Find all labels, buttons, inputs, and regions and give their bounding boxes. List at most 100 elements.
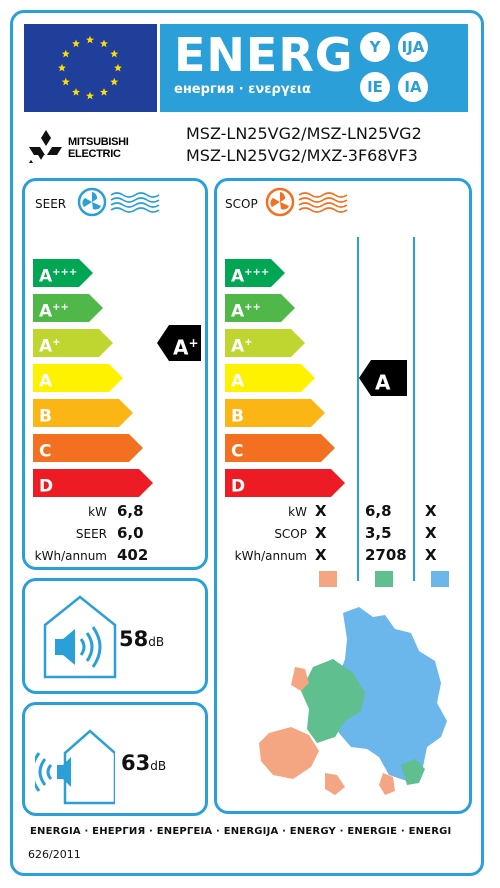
- lang-suffix-ia: IA: [398, 72, 428, 102]
- cooling-scale-letter: B: [39, 406, 52, 427]
- cooling-scale-plus: +: [52, 337, 61, 348]
- heating-scale-letter: C: [231, 441, 244, 462]
- indoor-noise-value: 58dB: [119, 627, 164, 651]
- heating-fan-icon: [265, 187, 348, 217]
- heating-kw-cold: X: [315, 502, 327, 520]
- cooling-rating-arrow: A+: [157, 325, 201, 361]
- eu-star: [72, 39, 80, 48]
- lang-suffix-ija: IJA: [398, 32, 428, 62]
- cooling-panel: SEER A+++ A++ A+ A B C D A+ kW 6,8 SEER 6,0 kW…: [22, 178, 208, 570]
- cooling-seer-label: SEER: [75, 527, 107, 541]
- heating-rating-letter: A: [375, 370, 391, 395]
- model-line1: MSZ-LN25VG2/MSZ-LN25VG2: [186, 124, 422, 143]
- energy-subtitle: енергия · ενεργεια: [174, 82, 311, 97]
- brand-line2: ELECTRIC: [68, 148, 121, 160]
- heating-kwh-average: 2708: [365, 546, 407, 564]
- heating-scale-6: C: [225, 434, 335, 462]
- heating-kw-label: kW: [288, 505, 307, 519]
- eu-star: [86, 35, 94, 44]
- heating-scale-3: A+: [225, 329, 305, 357]
- cooling-scale-plus: ++: [52, 302, 69, 313]
- heating-scale-1: A+++: [225, 259, 285, 287]
- mitsubishi-diamonds-icon: [28, 130, 62, 163]
- lang-suffix-y: Y: [360, 32, 390, 62]
- heating-scop-average: 3,5: [365, 524, 392, 542]
- outdoor-db-number: 63: [121, 751, 151, 775]
- cooling-scale-6: C: [33, 434, 143, 462]
- cooling-seer-value: 6,0: [117, 524, 144, 542]
- outdoor-noise-value: 63dB: [121, 751, 166, 775]
- cooling-scale-4: A: [33, 364, 123, 392]
- heating-scale-plus: ++: [244, 302, 261, 313]
- cooling-scale-plus: +++: [52, 267, 78, 278]
- indoor-db-number: 58: [119, 627, 149, 651]
- cooling-scale-1: A+++: [33, 259, 93, 287]
- model-line2: MSZ-LN25VG2/MXZ-3F68VF3: [186, 146, 418, 165]
- indoor-noise-panel: 58dB: [22, 578, 208, 694]
- indoor-db-unit: dB: [148, 635, 165, 649]
- footer-languages: ENERGIA · ЕНЕРГИЯ · ΕΝΕΡΓΕΙΑ · ENERGIJA …: [30, 826, 452, 837]
- zone-cold-swatch: [319, 571, 337, 587]
- energy-header: ENERG енергия · ενεργεια Y IJA IE IA: [160, 24, 468, 112]
- heating-kwh-label: kWh/annum: [234, 549, 307, 563]
- eu-star: [100, 39, 108, 48]
- outdoor-speaker-icon: [35, 729, 115, 805]
- heating-scale-letter: B: [231, 406, 244, 427]
- heating-scop-warm: X: [425, 524, 437, 542]
- zone-divider-2: [413, 237, 415, 581]
- outdoor-db-unit: dB: [150, 759, 167, 773]
- heating-scale-letter: A: [231, 371, 245, 392]
- heating-scale-plus: +: [244, 337, 253, 348]
- cooling-scale-letter: A: [39, 336, 53, 357]
- cooling-scale-letter: D: [39, 476, 54, 497]
- eu-star: [86, 91, 94, 100]
- cooling-scale-2: A++: [33, 294, 103, 322]
- heating-rating-arrow: A: [359, 360, 407, 396]
- zone-average-swatch: [375, 571, 393, 587]
- seer-title: SEER: [35, 197, 67, 211]
- heating-scop-label: SCOP: [274, 527, 307, 541]
- eu-flag: [24, 24, 157, 112]
- cooling-scale-letter: A: [39, 371, 53, 392]
- label-frame: [10, 10, 484, 876]
- eu-star: [58, 63, 66, 72]
- heating-scale-letter: A: [231, 336, 245, 357]
- cooling-scale-letter: C: [39, 441, 52, 462]
- heating-kw-warm: X: [425, 502, 437, 520]
- heating-scale-plus: +++: [244, 267, 270, 278]
- indoor-speaker-icon: [43, 595, 117, 679]
- outdoor-noise-panel: 63dB: [22, 702, 208, 816]
- eu-star: [110, 49, 119, 58]
- heating-scale-letter: A: [231, 266, 245, 287]
- heating-panel: SCOP A+++ A++ A+ A B C D A kW X 6,8 X SCOP X 3…: [214, 178, 472, 814]
- scop-title: SCOP: [225, 197, 258, 211]
- eu-star: [110, 77, 119, 86]
- eu-star: [114, 63, 122, 72]
- zone-divider-1: [357, 237, 359, 581]
- cooling-scale-7: D: [33, 469, 153, 497]
- supplier-brand: MITSUBISHI ELECTRIC: [28, 128, 168, 168]
- lang-suffix-ie: IE: [360, 72, 390, 102]
- cooling-scale-letter: A: [39, 301, 53, 322]
- heating-scale-letter: A: [231, 301, 245, 322]
- cooling-kw-value: 6,8: [117, 502, 144, 520]
- heating-kwh-warm: X: [425, 546, 437, 564]
- cooling-kwh-label: kWh/annum: [34, 549, 107, 563]
- heating-scale-2: A++: [225, 294, 295, 322]
- eu-star: [72, 88, 80, 96]
- heating-scale-5: B: [225, 399, 325, 427]
- brand-line1: MITSUBISHI: [68, 136, 129, 148]
- eu-star: [61, 77, 70, 86]
- heating-scale-4: A: [225, 364, 315, 392]
- heating-kw-average: 6,8: [365, 502, 392, 520]
- footer-regulation: 626/2011: [28, 848, 81, 861]
- eu-star: [61, 49, 70, 58]
- model-identifiers: MSZ-LN25VG2/MSZ-LN25VG2 MSZ-LN25VG2/MXZ-…: [186, 123, 422, 167]
- energy-word: ENERG: [174, 28, 354, 82]
- eu-stars-icon: [58, 35, 122, 100]
- cooling-kwh-value: 402: [117, 546, 149, 564]
- cooling-rating-letter: A: [173, 335, 189, 360]
- cooling-scale-5: B: [33, 399, 133, 427]
- europe-climate-map: [259, 607, 447, 795]
- cooling-kw-label: kW: [88, 505, 107, 519]
